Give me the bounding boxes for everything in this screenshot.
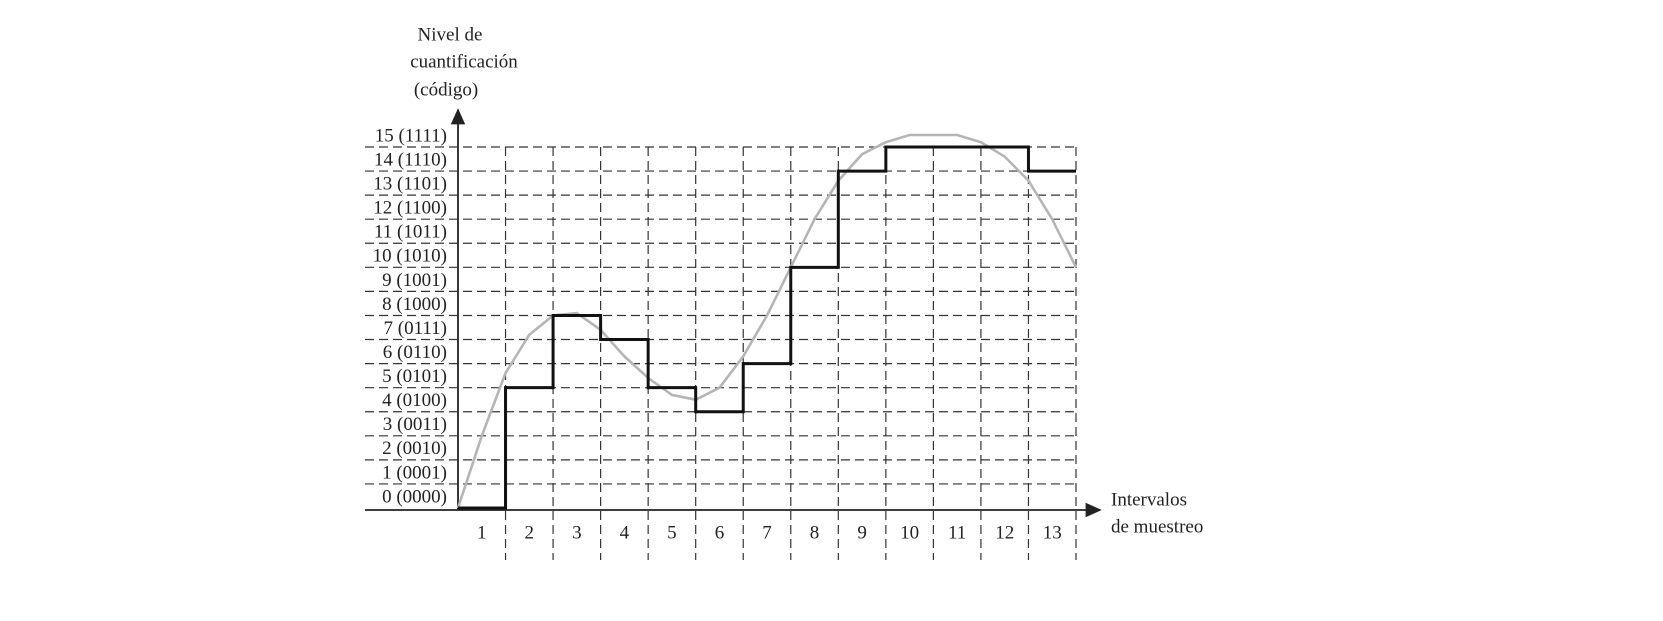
y-tick-label: 13 (1101) <box>373 173 447 194</box>
y-tick-label: 9 (1001) <box>382 270 447 291</box>
x-tick-label: 11 <box>948 522 966 543</box>
y-tick-label: 14 (1110) <box>374 149 447 170</box>
y-axis-label: cuantificación <box>410 51 518 72</box>
analog-signal <box>456 133 1078 509</box>
x-tick-label: 8 <box>810 522 820 543</box>
y-tick-label: 11 (1011) <box>374 222 447 243</box>
y-tick-label: 6 (0110) <box>383 342 447 363</box>
x-tick-label: 5 <box>667 522 677 543</box>
y-tick-label: 4 (0100) <box>382 390 447 411</box>
x-tick-label: 10 <box>900 522 919 543</box>
x-tick-label: 13 <box>1043 522 1062 543</box>
x-tick-label: 1 <box>477 522 487 543</box>
y-tick-label: 15 (1111) <box>375 125 447 146</box>
x-tick-label: 7 <box>762 522 772 543</box>
x-axis-label: de muestreo <box>1111 516 1203 537</box>
y-tick-label: 10 (1010) <box>373 246 447 267</box>
y-tick-label: 8 (1000) <box>382 294 447 315</box>
x-tick-label: 3 <box>572 522 582 543</box>
y-axis-label: Nivel de <box>418 24 483 45</box>
x-tick-label: 4 <box>620 522 630 543</box>
y-tick-label: 5 (0101) <box>382 366 447 387</box>
x-tick-label: 6 <box>715 522 725 543</box>
x-axis-label: Intervalos <box>1111 489 1187 510</box>
y-tick-label: 7 (0111) <box>384 318 448 339</box>
y-tick-label: 0 (0000) <box>382 486 447 507</box>
x-tick-label: 2 <box>525 522 535 543</box>
y-tick-label: 12 (1100) <box>373 198 447 219</box>
x-tick-label: 12 <box>995 522 1014 543</box>
y-tick-label: 3 (0011) <box>383 414 447 435</box>
y-tick-label: 2 (0010) <box>382 438 447 459</box>
y-axis-label: (código) <box>414 79 478 100</box>
x-tick-label: 9 <box>857 522 867 543</box>
y-tick-label: 1 (0001) <box>382 462 447 483</box>
